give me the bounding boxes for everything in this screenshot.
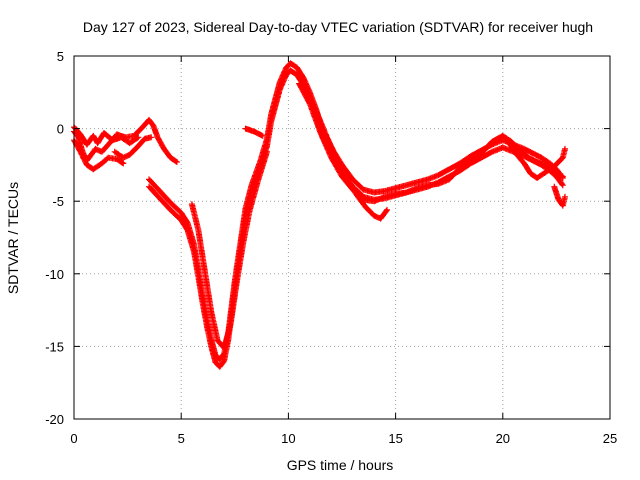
axis-ticks: 0 5 10 15 20 25 -20 -15 -10 -5 0 5 bbox=[45, 49, 617, 446]
sdtvar-point-track bbox=[188, 148, 270, 351]
y-tick-label: 0 bbox=[57, 122, 64, 137]
x-tick-label: 15 bbox=[388, 431, 402, 446]
y-tick-label: -15 bbox=[45, 339, 64, 354]
data-series-sdtvar bbox=[71, 60, 568, 370]
sdtvar-point-track bbox=[302, 87, 390, 222]
sdtvar-point-track bbox=[111, 134, 155, 161]
sdtvar-point-track bbox=[242, 125, 266, 139]
x-tick-label: 10 bbox=[281, 431, 295, 446]
x-tick-label: 0 bbox=[70, 431, 77, 446]
y-tick-label: -10 bbox=[45, 267, 64, 282]
y-tick-label: -5 bbox=[52, 194, 64, 209]
y-tick-label: -20 bbox=[45, 412, 64, 427]
x-tick-label: 20 bbox=[496, 431, 510, 446]
grid-lines bbox=[74, 56, 610, 419]
sdtvar-point-track bbox=[506, 140, 568, 181]
plot-frame bbox=[73, 55, 611, 420]
chart-title: Day 127 of 2023, Sidereal Day-to-day VTE… bbox=[83, 19, 593, 35]
y-axis-label: SDTVAR / TECUs bbox=[5, 182, 21, 294]
x-tick-label: 5 bbox=[178, 431, 185, 446]
sdtvar-point-track bbox=[551, 183, 568, 209]
x-tick-label: 25 bbox=[603, 431, 617, 446]
x-axis-label: GPS time / hours bbox=[287, 457, 394, 473]
y-tick-label: 5 bbox=[57, 49, 64, 64]
